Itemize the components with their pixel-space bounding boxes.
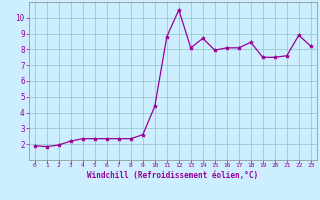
X-axis label: Windchill (Refroidissement éolien,°C): Windchill (Refroidissement éolien,°C) (87, 171, 258, 180)
